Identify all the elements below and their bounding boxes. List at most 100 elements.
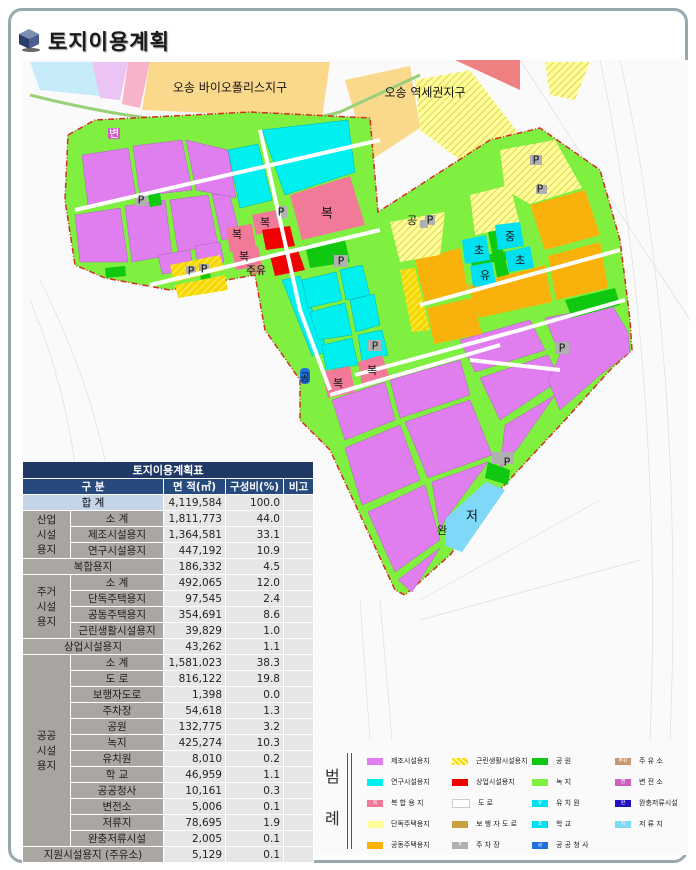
note-cell — [282, 814, 315, 831]
area-value: 492,065 — [163, 574, 226, 591]
area-value: 10,161 — [163, 782, 226, 799]
area-value: 54,618 — [163, 702, 226, 719]
row-label: 단독주택용지 — [70, 590, 164, 607]
legend-label: 주 차 장 — [476, 841, 500, 849]
legend-swatch: 주유 — [615, 757, 631, 765]
legend-swatch: P — [452, 841, 468, 849]
label-parking: P — [536, 182, 544, 196]
label-parking: P — [137, 193, 145, 207]
row-label: 소 계 — [70, 510, 164, 527]
table-caption: 토지이용계획표 — [21, 461, 315, 479]
row-label: 완충저류시설 — [70, 830, 164, 847]
group-label: 산업 시설 용지 — [22, 510, 71, 559]
label-station-district: 오송 역세권지구 — [384, 85, 466, 100]
note-cell — [282, 766, 315, 783]
legend-item: 완 완충저류시설 — [615, 798, 678, 808]
public-office-parcel[interactable] — [300, 368, 310, 384]
table-row: 완충저류시설 2,005 0.1 — [23, 830, 315, 847]
note-cell — [282, 670, 315, 687]
label-public-office: 공 — [406, 214, 418, 227]
table-row: 복합용지 186,332 4.5 — [22, 558, 315, 575]
ratio-value: 10.9 — [225, 542, 284, 559]
group-label: 주거 시설 용지 — [22, 574, 71, 639]
row-label: 합 계 — [22, 494, 164, 511]
legend-label: 공 공 청 사 — [556, 841, 589, 849]
substation-parcel[interactable] — [108, 128, 120, 139]
note-cell — [282, 846, 315, 863]
note-cell — [282, 638, 315, 655]
ratio-value: 10.3 — [225, 734, 284, 751]
note-cell — [282, 606, 315, 623]
table-row: 변전소 5,006 0.1 — [23, 798, 315, 815]
legend-label: 공동주택용지 — [391, 841, 430, 849]
map-legend: 범 례 제조시설용지 연구시설용지 복 복 합 용 지 단독주택용지 공동주택용지 근린생활… — [315, 745, 690, 850]
note-cell — [282, 718, 315, 735]
area-value: 78,695 — [163, 814, 226, 831]
note-cell — [282, 590, 315, 607]
label-public-office: 공 — [299, 371, 311, 384]
label-parking: P — [277, 205, 285, 219]
area-value: 1,398 — [163, 686, 226, 703]
row-label: 소 계 — [70, 574, 164, 591]
manufacturing-parcels[interactable] — [74, 139, 631, 593]
label-mixed-use: 복 — [366, 364, 378, 377]
ratio-value: 2.4 — [225, 590, 284, 607]
legend-label: 연구시설용지 — [391, 778, 430, 786]
gas-station-parcel[interactable] — [249, 265, 263, 274]
legend-label: 주 유 소 — [639, 757, 663, 765]
legend-swatch — [532, 757, 548, 765]
legend-swatch: 저 — [615, 820, 631, 828]
table-row: 합 계 4,119,584 100.0 — [22, 494, 315, 511]
area-value: 5,129 — [163, 846, 226, 863]
ratio-value: 3.2 — [225, 718, 284, 735]
note-cell — [282, 558, 315, 575]
ratio-value: 0.2 — [225, 750, 284, 767]
row-label: 도 로 — [70, 670, 164, 687]
area-value: 425,274 — [163, 734, 226, 751]
reservoir-parcel[interactable] — [446, 482, 505, 552]
column-header: 비고 — [282, 478, 315, 495]
legend-swatch — [367, 841, 383, 849]
legend-label: 학 교 — [556, 820, 572, 828]
ratio-value: 33.1 — [225, 526, 284, 543]
legend-item: 상업시설용지 — [452, 777, 515, 787]
note-cell — [282, 494, 315, 511]
school-parcels[interactable] — [462, 222, 534, 287]
note-cell — [282, 782, 315, 799]
ratio-value: 38.3 — [225, 654, 284, 671]
table-row: 공동주택용지 354,691 8.6 — [23, 606, 315, 623]
legend-label: 도 로 — [478, 799, 494, 807]
note-cell — [282, 734, 315, 751]
ratio-value: 1.0 — [225, 622, 284, 639]
legend-item: 단독주택용지 — [367, 819, 430, 829]
parking-lots[interactable] — [135, 155, 569, 464]
row-label: 녹지 — [70, 734, 164, 751]
ratio-value: 0.1 — [225, 830, 284, 847]
area-value: 5,006 — [163, 798, 226, 815]
row-label: 소 계 — [70, 654, 164, 671]
area-value: 354,691 — [163, 606, 226, 623]
ratio-value: 1.1 — [225, 766, 284, 783]
row-label: 공공청사 — [70, 782, 164, 799]
note-cell — [282, 654, 315, 671]
row-label: 공동주택용지 — [70, 606, 164, 623]
label-parking: P — [558, 341, 566, 355]
legend-swatch: 공 — [532, 841, 548, 849]
park-parcels[interactable] — [105, 193, 620, 485]
area-value: 39,829 — [163, 622, 226, 639]
label-parking: P — [187, 264, 195, 278]
area-value: 1,811,773 — [163, 510, 226, 527]
detached-housing-parcels[interactable] — [170, 140, 582, 332]
label-mixed-use: 복 — [332, 377, 344, 390]
legend-swatch: 완 — [615, 799, 631, 807]
table-row: 보행자도로 1,398 0.0 — [23, 686, 315, 703]
legend-swatch — [532, 778, 548, 786]
legend-swatch — [367, 778, 383, 786]
row-label: 유치원 — [70, 750, 164, 767]
label-parking: P — [337, 254, 345, 268]
legend-item: 공 원 — [532, 756, 571, 766]
